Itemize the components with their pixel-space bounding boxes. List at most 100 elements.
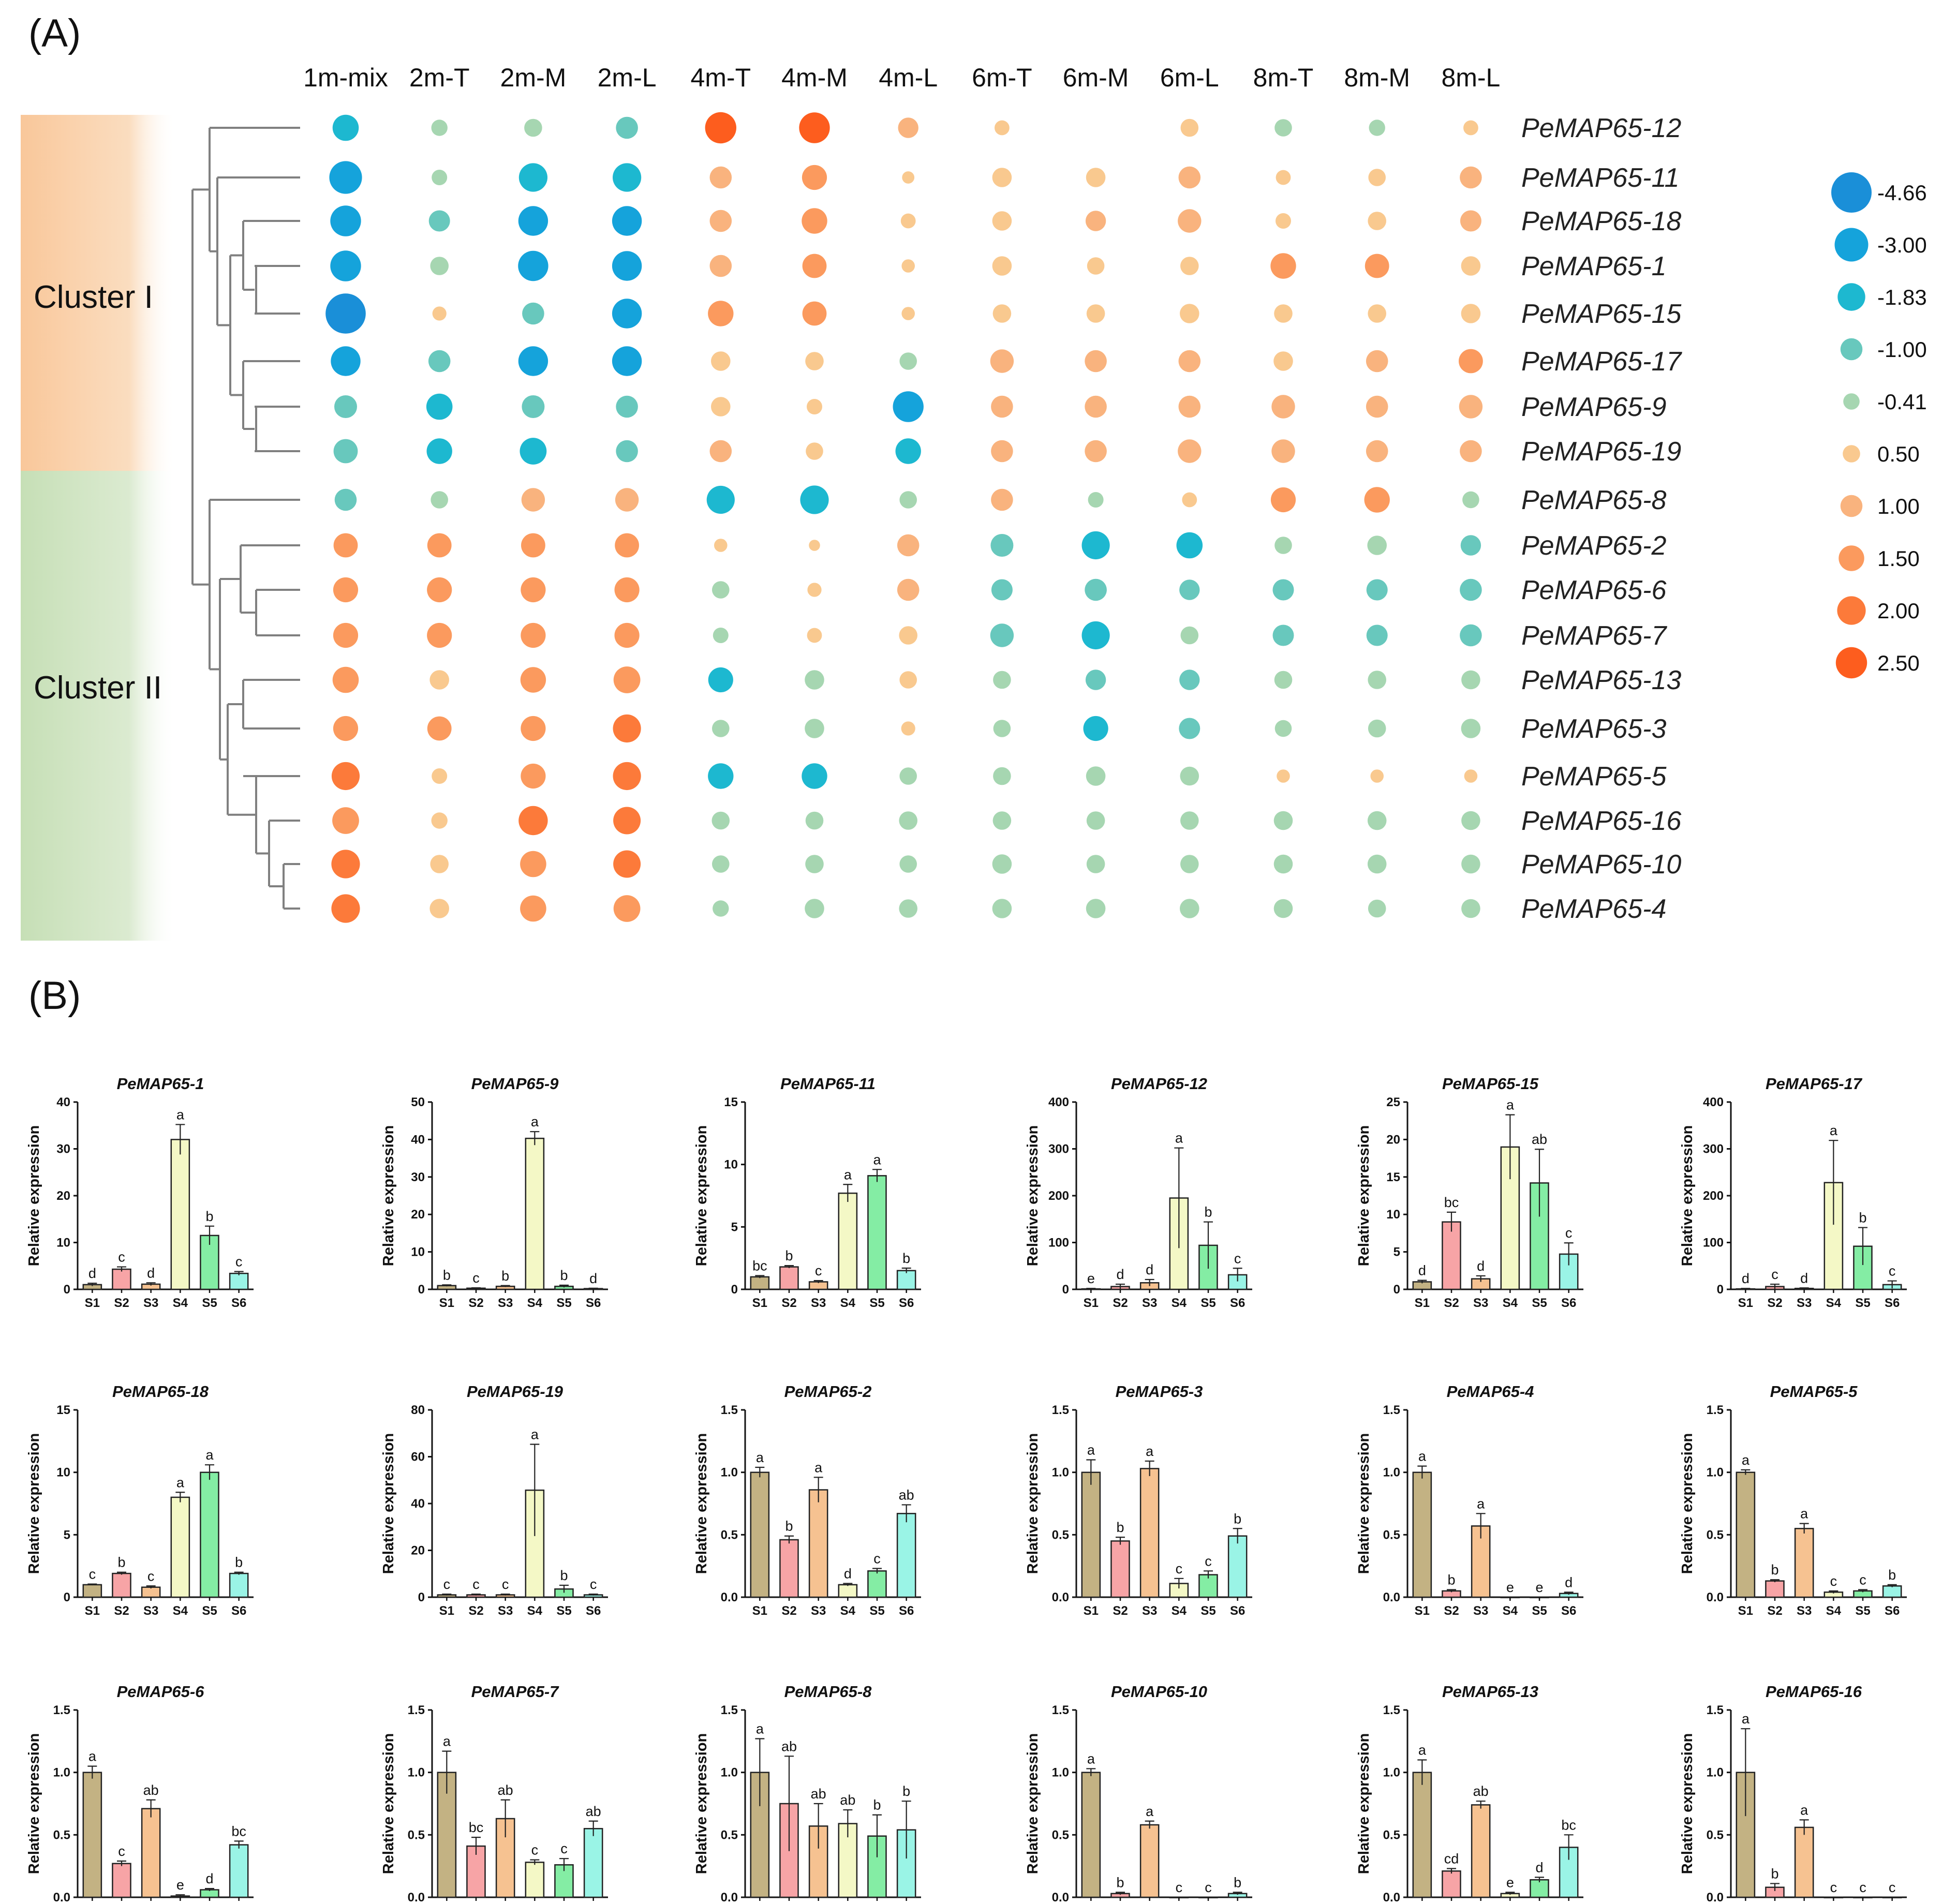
y-tick-label: 50 — [411, 1095, 425, 1109]
significance-letter: bc — [1444, 1195, 1459, 1210]
y-tick-label: 0 — [1062, 1283, 1069, 1297]
bar — [437, 1772, 457, 1898]
significance-letter: a — [443, 1734, 451, 1749]
heatmap-dot — [1086, 811, 1105, 830]
heatmap-dot — [990, 349, 1014, 373]
cluster-ii-label: Cluster II — [34, 670, 162, 706]
bar — [1110, 1540, 1130, 1598]
x-tick-label: S6 — [899, 1604, 914, 1618]
heatmap-dot — [1085, 578, 1107, 601]
heatmap-dot — [992, 211, 1012, 231]
y-axis-label: Relative expression — [1356, 1125, 1372, 1266]
bar-chart: PeMAP65-9 0 10 20 30 40 50 Relative expression b… — [380, 1075, 608, 1310]
significance-letter: c — [1889, 1263, 1896, 1279]
heatmap-dot — [334, 395, 357, 418]
x-tick-label: S5 — [1855, 1296, 1870, 1310]
y-tick-label: 0.0 — [1707, 1891, 1724, 1904]
heatmap-dot — [1178, 350, 1201, 373]
heatmap-dot — [1276, 213, 1291, 229]
significance-letter: bc — [1561, 1817, 1576, 1833]
x-tick-label: S5 — [1532, 1604, 1547, 1618]
bar — [82, 1772, 102, 1898]
heatmap-dot — [331, 346, 361, 376]
bar — [1794, 1826, 1814, 1898]
heatmap-dot — [614, 577, 640, 603]
y-tick-label: 30 — [56, 1142, 70, 1156]
heatmap-dot — [1463, 120, 1478, 136]
y-axis-label: Relative expression — [1025, 1433, 1041, 1574]
x-tick-label: S5 — [1532, 1296, 1547, 1310]
y-tick-label: 5 — [64, 1528, 70, 1542]
significance-letter: b — [1234, 1511, 1241, 1526]
legend-dot — [1843, 393, 1860, 410]
bar-chart: PeMAP65-6 0.0 0.5 1.0 1.5 Relative expression… — [26, 1683, 254, 1904]
heatmap-dot — [1459, 349, 1483, 374]
significance-letter: b — [1771, 1866, 1778, 1881]
significance-letter: a — [1742, 1452, 1750, 1468]
heatmap-dot — [709, 255, 732, 277]
heatmap-dot — [427, 716, 452, 741]
y-axis-label: Relative expression — [693, 1733, 710, 1874]
heatmap-dot — [1462, 491, 1479, 509]
y-tick-label: 300 — [1703, 1142, 1724, 1156]
gene-label: PeMAP65-6 — [1521, 575, 1666, 605]
heatmap-dot — [330, 250, 361, 281]
legend-label: 1.00 — [1877, 494, 1920, 518]
y-axis-label: Relative expression — [1679, 1125, 1696, 1266]
significance-letter: b — [873, 1797, 881, 1813]
y-axis-label: Relative expression — [693, 1433, 710, 1574]
chart-title: PeMAP65-17 — [1766, 1075, 1863, 1093]
bar — [112, 1268, 131, 1290]
heatmap-dot — [709, 210, 732, 232]
y-tick-label: 20 — [411, 1208, 425, 1222]
bar — [1794, 1528, 1814, 1598]
y-tick-label: 15 — [1386, 1170, 1400, 1184]
heatmap-dot — [1368, 899, 1386, 918]
heatmap-dot — [990, 534, 1014, 557]
heatmap-dot — [897, 534, 920, 557]
y-tick-label: 40 — [411, 1133, 425, 1147]
heatmap-dot — [520, 667, 546, 693]
heatmap-dot — [893, 391, 924, 422]
heatmap-dot — [991, 488, 1013, 511]
significance-letter: d — [205, 1871, 213, 1886]
x-tick-label: S6 — [1230, 1604, 1245, 1618]
x-tick-label: S4 — [840, 1604, 856, 1618]
bar — [1139, 1824, 1160, 1898]
x-tick-label: S5 — [1855, 1604, 1870, 1618]
y-tick-label: 40 — [56, 1095, 70, 1109]
significance-letter: ab — [498, 1782, 513, 1798]
bar-chart: PeMAP65-2 0.0 0.5 1.0 1.5 Relative expression… — [693, 1382, 921, 1618]
heatmap-dot — [1274, 671, 1293, 689]
size-color-legend: -4.66 -3.00 -1.83 -1.00 -0.41 0.50 1.00 1.50 2.0… — [1831, 172, 1927, 679]
x-tick-label: S5 — [1200, 1296, 1215, 1310]
heatmap-dot — [1178, 439, 1202, 463]
heatmap-dot — [613, 714, 641, 743]
significance-letter: b — [501, 1268, 509, 1284]
legend-dot — [1837, 283, 1865, 311]
gene-label: PeMAP65-19 — [1521, 437, 1681, 467]
bar — [1412, 1772, 1432, 1898]
heatmap-dot — [1369, 120, 1385, 136]
column-label: 4m-M — [781, 63, 848, 92]
gene-label: PeMAP65-5 — [1521, 762, 1667, 792]
column-label: 6m-L — [1160, 63, 1219, 92]
bar — [1471, 1804, 1491, 1898]
significance-letter: c — [531, 1842, 539, 1858]
heatmap-dot — [1367, 811, 1387, 830]
y-tick-label: 10 — [56, 1466, 70, 1480]
heatmap-dot — [1180, 257, 1199, 275]
heatmap-dot — [1180, 811, 1199, 830]
x-tick-label: S6 — [1230, 1296, 1245, 1310]
y-tick-label: 0.0 — [408, 1891, 425, 1904]
heatmap-dot — [612, 251, 642, 281]
significance-letter: c — [1830, 1573, 1837, 1589]
bar — [1765, 1580, 1785, 1598]
y-tick-label: 0.5 — [721, 1528, 738, 1542]
heatmap-dot — [992, 899, 1012, 918]
heatmap-dot — [613, 666, 641, 693]
y-tick-label: 100 — [1048, 1236, 1069, 1250]
heatmap-dot — [1464, 769, 1478, 783]
bar — [200, 1471, 219, 1598]
